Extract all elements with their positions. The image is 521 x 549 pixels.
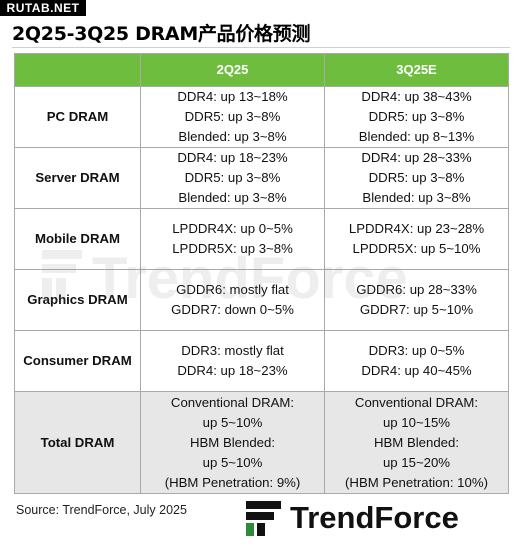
table-row-mobile-dram: Mobile DRAM LPDDR4X: up 0~5% LPDDR5X: up… xyxy=(14,208,509,270)
cell-consumer-dram-3q25e: DDR3: up 0~5% DDR4: up 40~45% xyxy=(324,330,509,392)
cell-total-dram-2q25: Conventional DRAM: up 5~10% HBM Blended:… xyxy=(140,391,325,494)
table-header-row: 2Q25 3Q25E xyxy=(14,53,509,87)
cell-line: DDR3: mostly flat xyxy=(181,343,284,358)
cell-line: Blended: up 8~13% xyxy=(358,129,475,144)
header-corner-cell xyxy=(14,53,141,87)
cell-line: Conventional DRAM: xyxy=(170,394,295,410)
cell-server-dram-2q25: DDR4: up 18~23% DDR5: up 3~8% Blended: u… xyxy=(140,147,325,209)
row-label-mobile-dram: Mobile DRAM xyxy=(14,208,141,270)
cell-mobile-dram-3q25e: LPDDR4X: up 23~28% LPDDR5X: up 5~10% xyxy=(324,208,509,270)
cell-pc-dram-3q25e: DDR4: up 38~43% DDR5: up 3~8% Blended: u… xyxy=(324,86,509,148)
cell-line: DDR4: up 40~45% xyxy=(361,363,472,378)
source-note: Source: TrendForce, July 2025 xyxy=(16,503,187,517)
row-label-total-dram: Total DRAM xyxy=(14,391,141,494)
cell-line: LPDDR5X: up 5~10% xyxy=(352,241,481,256)
cell-line: DDR5: up 3~8% xyxy=(184,170,281,185)
cell-line: DDR4: up 18~23% xyxy=(177,363,288,378)
table-row-server-dram: Server DRAM DDR4: up 18~23% DDR5: up 3~8… xyxy=(14,147,509,209)
cell-line: up 5~10% xyxy=(202,454,263,470)
table-row-total-dram: Total DRAM Conventional DRAM: up 5~10% H… xyxy=(14,391,509,494)
cell-line: LPDDR5X: up 3~8% xyxy=(172,241,293,256)
table-row-pc-dram: PC DRAM DDR4: up 13~18% DDR5: up 3~8% Bl… xyxy=(14,86,509,148)
cell-line: LPDDR4X: up 0~5% xyxy=(172,221,293,236)
cell-line: up 10~15% xyxy=(382,414,451,430)
cell-graphics-dram-2q25: GDDR6: mostly flat GDDR7: down 0~5% xyxy=(140,269,325,331)
cell-line: HBM Blended: xyxy=(373,434,460,450)
cell-line: DDR4: up 18~23% xyxy=(177,150,288,165)
title-divider xyxy=(12,47,510,48)
cell-line: HBM Blended: xyxy=(189,434,276,450)
trendforce-brand: TrendForce xyxy=(246,500,459,536)
cell-line: LPDDR4X: up 23~28% xyxy=(348,221,485,236)
cell-line: up 15~20% xyxy=(382,454,451,470)
trendforce-logo-icon xyxy=(246,501,281,536)
cell-line: up 5~10% xyxy=(202,414,263,430)
cell-line: Conventional DRAM: xyxy=(354,394,479,410)
cell-server-dram-3q25e: DDR4: up 28~33% DDR5: up 3~8% Blended: u… xyxy=(324,147,509,209)
row-label-graphics-dram: Graphics DRAM xyxy=(14,269,141,331)
cell-line: GDDR7: down 0~5% xyxy=(171,302,294,317)
table-row-consumer-dram: Consumer DRAM DDR3: mostly flat DDR4: up… xyxy=(14,330,509,392)
cell-line: DDR5: up 3~8% xyxy=(368,109,465,124)
cell-graphics-dram-3q25e: GDDR6: up 28~33% GDDR7: up 5~10% xyxy=(324,269,509,331)
site-badge: RUTAB.NET xyxy=(0,0,86,16)
row-label-pc-dram: PC DRAM xyxy=(14,86,141,148)
column-header-3q25e: 3Q25E xyxy=(324,53,509,87)
cell-line: DDR5: up 3~8% xyxy=(184,109,281,124)
row-label-server-dram: Server DRAM xyxy=(14,147,141,209)
dram-price-table: 2Q25 3Q25E PC DRAM DDR4: up 13~18% DDR5:… xyxy=(14,53,509,494)
cell-line: DDR4: up 38~43% xyxy=(361,89,472,104)
cell-line: DDR4: up 13~18% xyxy=(177,89,288,104)
cell-line: DDR4: up 28~33% xyxy=(361,150,472,165)
cell-mobile-dram-2q25: LPDDR4X: up 0~5% LPDDR5X: up 3~8% xyxy=(140,208,325,270)
cell-line: Blended: up 3~8% xyxy=(362,190,471,205)
cell-line: DDR5: up 3~8% xyxy=(368,170,465,185)
table-row-graphics-dram: Graphics DRAM GDDR6: mostly flat GDDR7: … xyxy=(14,269,509,331)
cell-consumer-dram-2q25: DDR3: mostly flat DDR4: up 18~23% xyxy=(140,330,325,392)
cell-line: (HBM Penetration: 9%) xyxy=(164,474,301,490)
cell-pc-dram-2q25: DDR4: up 13~18% DDR5: up 3~8% Blended: u… xyxy=(140,86,325,148)
cell-line: Blended: up 3~8% xyxy=(178,190,287,205)
cell-line: (HBM Penetration: 10%) xyxy=(345,474,488,490)
cell-line: GDDR7: up 5~10% xyxy=(359,302,474,317)
row-label-consumer-dram: Consumer DRAM xyxy=(14,330,141,392)
brand-name: TrendForce xyxy=(290,500,459,535)
cell-line: GDDR6: mostly flat xyxy=(176,282,289,297)
column-header-2q25: 2Q25 xyxy=(140,53,325,87)
page-title: 2Q25-3Q25 DRAM产品价格预测 xyxy=(12,23,311,45)
cell-line: Blended: up 3~8% xyxy=(178,129,287,144)
cell-line: DDR3: up 0~5% xyxy=(368,343,465,358)
cell-total-dram-3q25e: Conventional DRAM: up 10~15% HBM Blended… xyxy=(324,391,509,494)
cell-line: GDDR6: up 28~33% xyxy=(356,282,477,297)
